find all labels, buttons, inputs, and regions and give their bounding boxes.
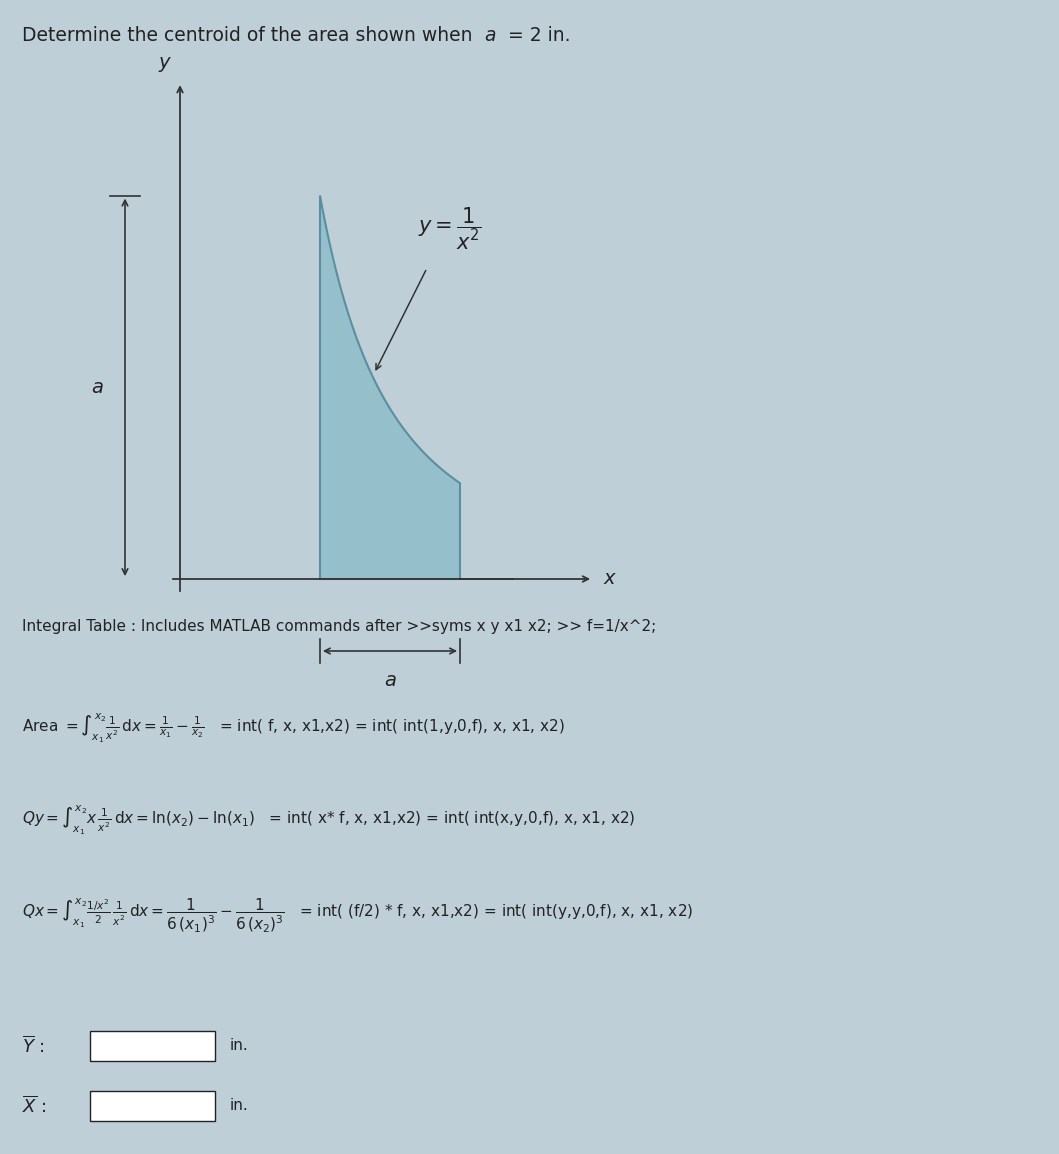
- Text: $a$: $a$: [484, 27, 497, 45]
- Text: $x$: $x$: [603, 570, 617, 589]
- Text: $a$: $a$: [91, 377, 104, 397]
- Text: $\overline{Y}$ :: $\overline{Y}$ :: [22, 1035, 44, 1057]
- Text: $\overline{X}$ :: $\overline{X}$ :: [22, 1095, 47, 1117]
- Text: Integral Table : Includes MATLAB commands after >>syms x y x1 x2; >> f=1/x^2;: Integral Table : Includes MATLAB command…: [22, 619, 657, 634]
- Bar: [90, 1031, 215, 1061]
- Text: $y$: $y$: [158, 55, 173, 74]
- Text: Determine the centroid of the area shown when: Determine the centroid of the area shown…: [22, 27, 479, 45]
- Text: $y = \dfrac{1}{x^2}$: $y = \dfrac{1}{x^2}$: [418, 205, 482, 252]
- Text: $a$: $a$: [383, 670, 396, 690]
- Bar: [90, 1091, 215, 1121]
- Text: = 2 in.: = 2 in.: [502, 27, 571, 45]
- Text: in.: in.: [230, 1039, 249, 1054]
- Polygon shape: [320, 196, 460, 579]
- Text: Area $= \int_{x_1}^{x_2} \frac{1}{x^2}\,\mathrm{d}x = \frac{1}{x_1} - \frac{1}{x: Area $= \int_{x_1}^{x_2} \frac{1}{x^2}\,…: [22, 711, 564, 744]
- Text: in.: in.: [230, 1099, 249, 1114]
- Text: $Qx = \int_{x_1}^{x_2} \frac{1/x^2}{2}\,\frac{1}{x^2}\,\mathrm{d}x = \dfrac{1}{6: $Qx = \int_{x_1}^{x_2} \frac{1/x^2}{2}\,…: [22, 897, 694, 934]
- Text: $Qy = \int_{x_1}^{x_2} x\,\frac{1}{x^2}\,\mathrm{d}x = \ln\!\left(x_2\right) - \: $Qy = \int_{x_1}^{x_2} x\,\frac{1}{x^2}\…: [22, 804, 635, 837]
